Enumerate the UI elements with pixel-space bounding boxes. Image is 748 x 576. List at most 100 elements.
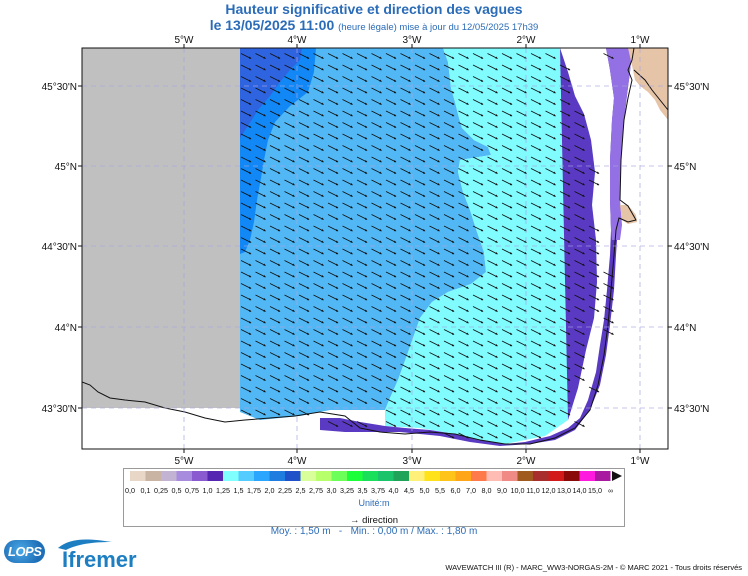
wave-arrow <box>559 363 571 370</box>
legend-cell <box>424 471 440 481</box>
wave-arrow <box>371 87 382 94</box>
wave-arrow <box>414 294 426 301</box>
wave-arrow <box>255 191 266 197</box>
wave-arrow <box>443 64 455 71</box>
wave-arrow <box>240 214 252 220</box>
wave-arrow <box>298 99 310 105</box>
wave-arrow <box>516 386 527 393</box>
wave-arrow <box>298 122 310 128</box>
wave-arrow <box>574 283 585 289</box>
wave-arrow <box>342 99 353 105</box>
wave-arrow <box>516 271 527 278</box>
legend-tick-label: 0,75 <box>185 486 199 495</box>
wave-arrow <box>545 202 556 209</box>
wave-arrow <box>414 99 426 105</box>
wave-arrow <box>284 191 295 197</box>
wave-arrow <box>588 225 600 232</box>
wave-arrow <box>255 156 266 163</box>
direction-key-label: direction <box>362 515 399 526</box>
wave-arrow <box>400 110 411 117</box>
wave-arrow <box>371 99 382 105</box>
legend-cell <box>176 471 192 481</box>
wave-arrow <box>414 122 426 128</box>
wave-arrow <box>269 214 281 220</box>
wave-arrow <box>429 260 440 266</box>
wave-arrow <box>501 306 513 312</box>
wave-arrow <box>269 283 281 289</box>
wave-arrow <box>545 76 556 82</box>
wave-arrow <box>385 283 397 289</box>
wave-arrow <box>574 375 585 381</box>
wave-arrow <box>501 386 513 393</box>
wave-arrow <box>240 306 252 312</box>
wave-arrow <box>443 76 455 82</box>
wave-arrow <box>269 271 281 278</box>
wave-arrow <box>327 386 339 393</box>
wave-arrow <box>501 432 513 439</box>
wave-arrow <box>443 133 455 140</box>
wave-arrow <box>559 283 571 289</box>
wave-arrow <box>240 76 252 82</box>
wave-arrow <box>443 122 455 128</box>
wave-arrow <box>487 317 498 324</box>
wave-arrow <box>545 237 556 243</box>
wave-arrow <box>284 214 295 220</box>
wave-arrow <box>516 156 527 163</box>
wave-arrow <box>487 133 498 140</box>
wave-arrow <box>429 156 440 163</box>
credit-line: WAVEWATCH III (R) - MARC_WW3-NORGAS-2M -… <box>445 563 742 572</box>
wave-arrow <box>458 386 469 393</box>
wave-arrow <box>458 329 469 335</box>
wave-arrow <box>414 421 426 427</box>
wave-arrow <box>458 53 469 59</box>
wave-arrow <box>574 294 585 301</box>
legend-cell <box>393 471 409 481</box>
wave-arrow <box>487 432 498 439</box>
wave-arrow <box>255 260 266 266</box>
wave-arrow <box>443 248 455 255</box>
wave-arrow <box>240 237 252 243</box>
wave-arrow <box>545 329 556 335</box>
lon-label-top-5w: 5°W <box>175 35 195 46</box>
wave-arrow <box>559 398 571 404</box>
wave-arrow <box>545 156 556 163</box>
wave-arrow <box>545 214 556 220</box>
wave-arrow <box>313 145 324 151</box>
wave-arrow <box>356 248 368 255</box>
wave-arrow <box>516 340 527 347</box>
wave-arrow <box>356 87 368 94</box>
wave-arrow <box>385 225 397 232</box>
wave-arrow <box>298 352 310 358</box>
wave-arrow <box>400 260 411 266</box>
wave-arrow <box>472 237 484 243</box>
wave-arrow <box>255 64 266 71</box>
lon-label-top-3w: 3°W <box>403 35 423 46</box>
wave-arrow <box>269 202 281 209</box>
wave-arrow <box>371 352 382 358</box>
wave-arrow <box>327 122 339 128</box>
wave-arrow <box>574 340 585 347</box>
legend-tick-label: 2,5 <box>296 486 306 495</box>
legend-tick-label: 12,0 <box>542 486 556 495</box>
wave-arrow <box>240 260 252 266</box>
wave-arrow <box>284 225 295 232</box>
wave-arrow <box>313 363 324 370</box>
wave-arrow <box>574 271 585 278</box>
wave-arrow <box>255 329 266 335</box>
wave-arrow <box>574 317 585 324</box>
wave-arrow <box>472 225 484 232</box>
wave-arrow <box>342 145 353 151</box>
legend-tick-label: 14,0 <box>573 486 587 495</box>
wave-arrow <box>443 398 455 404</box>
wave-arrow <box>371 260 382 266</box>
wave-arrow <box>588 271 600 278</box>
wave-arrow <box>284 398 295 404</box>
wave-arrow <box>313 329 324 335</box>
wave-arrow <box>530 340 542 347</box>
wave-arrow <box>414 214 426 220</box>
stats-mean: Moy. : 1,50 m <box>270 526 331 537</box>
wave-arrow <box>269 340 281 347</box>
wave-arrow <box>342 179 353 186</box>
wave-arrow <box>545 306 556 312</box>
wave-arrow <box>356 225 368 232</box>
